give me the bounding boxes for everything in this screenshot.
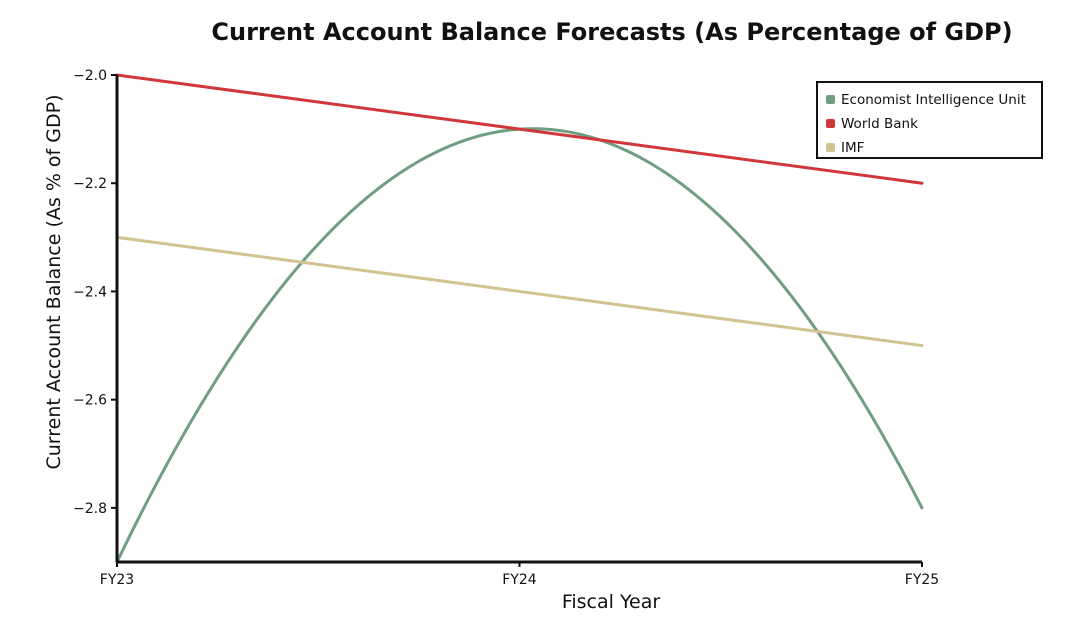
- chart-title: Current Account Balance Forecasts (As Pe…: [211, 18, 1012, 46]
- series-line-1: [115, 73, 924, 185]
- y-tick-label: −2.2: [73, 176, 107, 192]
- legend-label: Economist Intelligence Unit: [841, 92, 1026, 108]
- legend-swatch: [826, 143, 835, 152]
- y-tick-label: −2.0: [73, 68, 107, 84]
- y-axis-title: Current Account Balance (As % of GDP): [43, 95, 65, 470]
- legend-label: World Bank: [841, 116, 918, 132]
- x-tick-label: FY25: [905, 572, 939, 588]
- y-ticks: −2.0 −2.2 −2.4 −2.6 −2.8: [73, 68, 117, 517]
- series-line-0: [115, 127, 924, 564]
- y-tick-label: −2.6: [73, 393, 107, 409]
- y-tick-label: −2.4: [73, 284, 107, 300]
- plot-area: [115, 73, 924, 564]
- x-axis-title: Fiscal Year: [562, 591, 661, 613]
- legend-label: IMF: [841, 140, 864, 156]
- legend-box: [816, 81, 1043, 159]
- legend-swatch: [826, 95, 835, 104]
- y-tick-label: −2.8: [73, 501, 107, 517]
- series-line-2: [115, 235, 924, 348]
- legend-swatch: [826, 119, 835, 128]
- x-tick-label: FY24: [502, 572, 537, 588]
- x-tick-label: FY23: [100, 572, 134, 588]
- legend: Economist Intelligence Unit World Bank IMF: [816, 81, 1043, 159]
- x-ticks: FY23 FY24 FY25: [100, 562, 939, 588]
